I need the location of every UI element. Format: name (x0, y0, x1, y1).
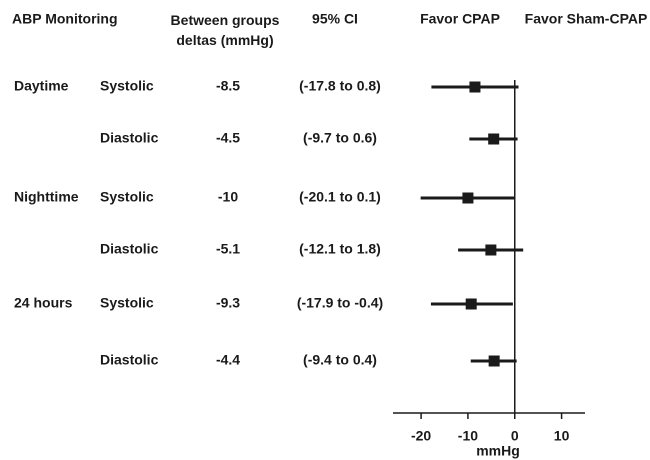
group-label: 24 hours (14, 295, 73, 311)
header: Favor Sham-CPAP (525, 11, 648, 27)
delta-value: -4.5 (216, 130, 240, 146)
point-estimate (488, 355, 500, 367)
group-label: Nighttime (14, 189, 79, 205)
ci-label: (-20.1 to 0.1) (299, 189, 381, 205)
header: Between groups deltas (mmHg) (170, 12, 280, 48)
x-tick-label: 10 (554, 428, 570, 444)
ci-label: (-9.7 to 0.6) (303, 130, 377, 146)
point-estimate (465, 298, 477, 310)
row-label: Diastolic (100, 241, 159, 257)
delta-value: -10 (218, 189, 238, 205)
row-label: Systolic (100, 295, 154, 311)
delta-value: -8.5 (216, 78, 240, 94)
row-label: Systolic (100, 78, 154, 94)
row-label: Systolic (100, 189, 154, 205)
point-estimate (462, 192, 474, 204)
group-label: Daytime (14, 78, 69, 94)
x-tick-label: 0 (511, 428, 519, 444)
delta-value: -4.4 (216, 352, 240, 368)
header: 95% CI (312, 11, 358, 27)
x-axis-label: mmHg (476, 443, 520, 459)
point-estimate (485, 244, 497, 256)
x-tick-label: -20 (411, 428, 431, 444)
point-estimate (488, 133, 500, 145)
ci-label: (-17.8 to 0.8) (299, 78, 381, 94)
point-estimate (469, 81, 481, 93)
header: Favor CPAP (420, 11, 500, 27)
delta-value: -5.1 (216, 241, 240, 257)
row-label: Diastolic (100, 352, 159, 368)
row-label: Diastolic (100, 130, 159, 146)
ci-label: (-12.1 to 1.8) (299, 241, 381, 257)
delta-value: -9.3 (216, 295, 240, 311)
x-tick-label: -10 (458, 428, 478, 444)
header: ABP Monitoring (12, 11, 118, 27)
ci-label: (-9.4 to 0.4) (303, 352, 377, 368)
ci-label: (-17.9 to -0.4) (297, 295, 383, 311)
